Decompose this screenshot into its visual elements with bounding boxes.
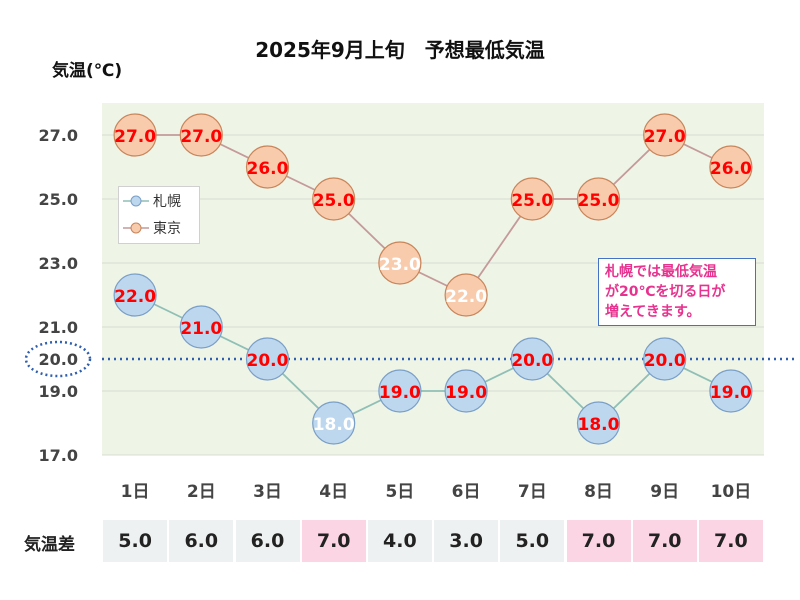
- data-point-sapporo: [709, 369, 753, 413]
- data-label: 23.0: [379, 255, 421, 275]
- data-point-tokyo: [179, 113, 223, 157]
- data-point-sapporo: [179, 305, 223, 349]
- data-point-tokyo: [378, 241, 422, 285]
- data-point-sapporo: [378, 369, 422, 413]
- data-point-tokyo: [444, 273, 488, 317]
- x-tick-label: 5日: [385, 482, 414, 502]
- x-tick-label: 3日: [253, 482, 282, 502]
- data-point-tokyo: [113, 113, 157, 157]
- data-point-sapporo: [245, 337, 290, 381]
- data-point-tokyo: [576, 177, 621, 221]
- data-label: 20.0: [644, 351, 686, 371]
- diff-cell: 5.0: [500, 520, 565, 562]
- diff-cell: 6.0: [235, 520, 300, 562]
- data-point-sapporo: [510, 337, 554, 381]
- diff-cell: 7.0: [632, 520, 697, 562]
- x-tick-label: 7日: [518, 482, 547, 502]
- annotation-callout: 札幌では最低気温 が20℃を切る日が 増えてきます。: [598, 258, 756, 326]
- legend-marker-tokyo-icon: [123, 222, 149, 233]
- data-point-tokyo: [245, 145, 290, 189]
- diff-cell: 5.0: [103, 520, 168, 562]
- legend-marker-sapporo-icon: [123, 195, 149, 206]
- y-tick-label: 23.0: [39, 254, 78, 273]
- y-tick-label: 21.0: [39, 318, 78, 337]
- data-label: 25.0: [313, 191, 355, 211]
- data-point-sapporo: [444, 369, 488, 413]
- y-tick-label: 19.0: [39, 382, 78, 401]
- data-point-tokyo: [709, 145, 753, 189]
- y-tick-label: 20.0: [39, 350, 78, 369]
- data-point-sapporo: [113, 273, 157, 317]
- x-tick-label: 2日: [187, 482, 216, 502]
- x-tick-label: 1日: [121, 482, 150, 502]
- series-line-tokyo: [135, 133, 732, 297]
- diff-cell: 6.0: [169, 520, 234, 562]
- data-label: 20.0: [247, 351, 289, 371]
- reference-label-highlight: [24, 340, 92, 378]
- chart-title: 2025年9月上旬 予想最低気温: [255, 38, 545, 62]
- series-line-sapporo: [134, 294, 732, 425]
- data-label: 19.0: [379, 383, 421, 403]
- callout-line-3: 増えてきます。: [605, 304, 701, 320]
- legend-label-tokyo: 東京: [153, 220, 181, 237]
- data-point-tokyo: [312, 177, 356, 221]
- data-label: 18.0: [578, 415, 620, 435]
- diff-row-label: 気温差: [24, 535, 75, 555]
- data-label: 21.0: [180, 319, 222, 339]
- data-label: 27.0: [180, 127, 222, 147]
- data-label: 19.0: [710, 383, 752, 403]
- chart-legend: 札幌 東京: [118, 186, 200, 244]
- data-label: 18.0: [313, 415, 355, 435]
- data-point-tokyo: [643, 113, 687, 157]
- data-label: 26.0: [710, 159, 752, 179]
- data-label: 19.0: [445, 383, 487, 403]
- data-label: 26.0: [247, 159, 289, 179]
- data-label: 25.0: [578, 191, 620, 211]
- data-point-sapporo: [643, 337, 687, 381]
- x-tick-label: 4日: [319, 482, 348, 502]
- data-label: 22.0: [114, 287, 156, 307]
- diff-cell: 7.0: [698, 520, 763, 562]
- legend-item-tokyo: 東京: [119, 214, 199, 241]
- x-tick-label: 6日: [452, 482, 481, 502]
- data-label: 27.0: [644, 127, 686, 147]
- data-point-tokyo: [510, 177, 554, 221]
- diff-cell: 4.0: [367, 520, 432, 562]
- diff-cell: 7.0: [566, 520, 631, 562]
- data-label: 25.0: [511, 191, 553, 211]
- data-point-sapporo: [576, 401, 621, 445]
- legend-label-sapporo: 札幌: [153, 193, 181, 210]
- diff-cell: 3.0: [434, 520, 499, 562]
- x-tick-label: 8日: [584, 482, 613, 502]
- data-label: 27.0: [114, 127, 156, 147]
- y-tick-label: 17.0: [39, 446, 78, 465]
- x-tick-label: 9日: [650, 482, 679, 502]
- y-tick-label: 25.0: [39, 190, 78, 209]
- x-tick-label: 10日: [711, 482, 752, 502]
- callout-line-1: 札幌では最低気温: [605, 264, 717, 280]
- data-point-sapporo: [312, 401, 356, 445]
- data-label: 22.0: [445, 287, 487, 307]
- data-label: 20.0: [511, 351, 553, 371]
- y-axis-label: 気温(℃): [52, 61, 123, 81]
- legend-item-sapporo: 札幌: [119, 187, 199, 214]
- diff-cell: 7.0: [301, 520, 366, 562]
- callout-line-2: が20℃を切る日が: [605, 284, 726, 300]
- y-tick-label: 27.0: [39, 126, 78, 145]
